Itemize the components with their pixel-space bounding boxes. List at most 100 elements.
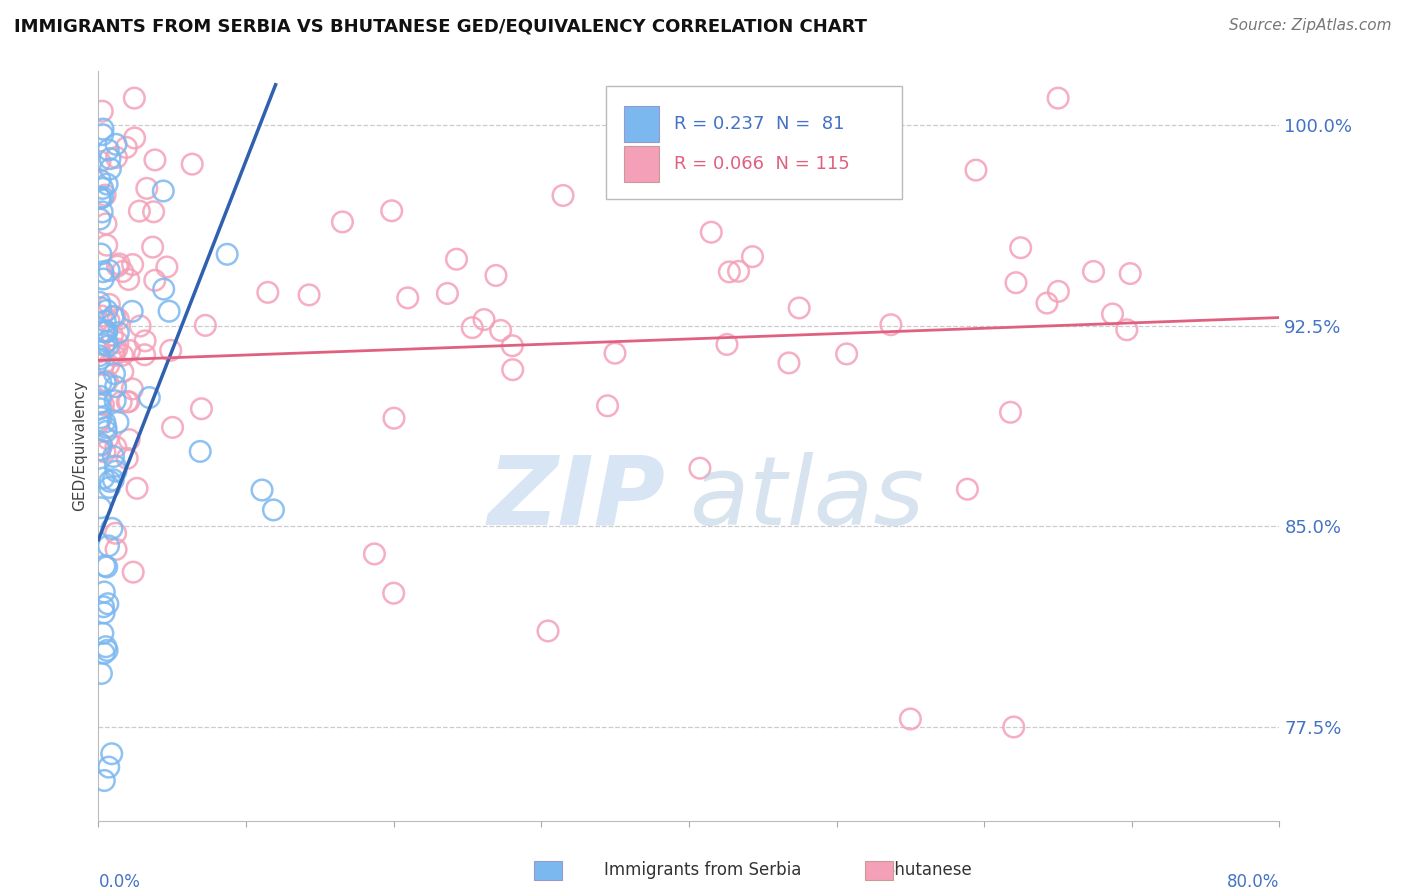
- Point: [138, 391, 160, 405]
- Point: [104, 459, 127, 474]
- Point: [104, 379, 127, 393]
- Point: [111, 365, 134, 379]
- Point: [96, 303, 118, 318]
- Point: [93, 599, 115, 614]
- Point: [396, 291, 419, 305]
- Point: [104, 137, 127, 152]
- Point: [134, 334, 156, 348]
- Point: [122, 565, 145, 579]
- Point: [97, 597, 120, 611]
- Point: [125, 481, 148, 495]
- Point: [98, 152, 121, 166]
- Point: [104, 440, 127, 454]
- Point: [91, 128, 114, 142]
- Point: [98, 263, 121, 277]
- Point: [121, 258, 143, 272]
- Point: [89, 401, 111, 416]
- Point: [103, 343, 125, 357]
- Point: [89, 416, 111, 430]
- Point: [104, 310, 127, 324]
- Point: [98, 475, 121, 489]
- Point: [97, 432, 120, 446]
- Point: [121, 304, 143, 318]
- Point: [778, 356, 800, 370]
- Point: [129, 319, 152, 334]
- Point: [93, 585, 115, 599]
- Point: [96, 374, 118, 388]
- Point: [93, 337, 115, 351]
- Point: [250, 483, 273, 497]
- Point: [94, 415, 117, 429]
- Point: [181, 157, 204, 171]
- Point: [485, 268, 508, 283]
- Point: [1047, 285, 1070, 299]
- Point: [96, 325, 118, 339]
- Point: [118, 394, 141, 409]
- Point: [159, 343, 181, 358]
- Point: [91, 181, 114, 195]
- Point: [1000, 405, 1022, 419]
- Point: [98, 480, 121, 494]
- Point: [124, 91, 146, 105]
- Point: [90, 438, 112, 452]
- Point: [93, 646, 115, 660]
- Point: [89, 351, 111, 366]
- Point: [124, 131, 146, 145]
- Point: [382, 586, 405, 600]
- Point: [90, 301, 112, 315]
- Point: [880, 318, 903, 332]
- Point: [89, 443, 111, 458]
- Point: [1119, 267, 1142, 281]
- Text: 0.0%: 0.0%: [98, 873, 141, 891]
- Text: IMMIGRANTS FROM SERBIA VS BHUTANESE GED/EQUIVALENCY CORRELATION CHART: IMMIGRANTS FROM SERBIA VS BHUTANESE GED/…: [14, 18, 868, 36]
- Point: [718, 265, 741, 279]
- Point: [98, 297, 121, 311]
- Point: [89, 212, 111, 227]
- Point: [89, 389, 111, 403]
- Point: [89, 349, 111, 363]
- Point: [93, 325, 115, 339]
- FancyBboxPatch shape: [606, 87, 901, 199]
- Point: [89, 344, 111, 359]
- Point: [298, 288, 321, 302]
- Point: [107, 335, 129, 350]
- Point: [94, 425, 117, 439]
- Point: [98, 314, 121, 328]
- Point: [93, 398, 115, 412]
- Point: [101, 521, 124, 535]
- Point: [93, 773, 115, 788]
- Point: [1002, 720, 1025, 734]
- Point: [94, 217, 117, 231]
- Point: [128, 204, 150, 219]
- Point: [94, 314, 117, 328]
- Point: [956, 482, 979, 496]
- Point: [900, 712, 922, 726]
- Point: [108, 257, 131, 271]
- Point: [90, 309, 112, 323]
- Point: [89, 191, 111, 205]
- Point: [101, 310, 124, 324]
- Point: [96, 643, 118, 657]
- Point: [91, 122, 114, 136]
- Point: [115, 140, 138, 154]
- Point: [190, 401, 212, 416]
- Point: [118, 343, 141, 358]
- Point: [93, 324, 115, 338]
- Point: [143, 153, 166, 167]
- Point: [111, 348, 134, 362]
- Point: [1005, 276, 1028, 290]
- Point: [382, 411, 405, 425]
- Point: [363, 547, 385, 561]
- Point: [115, 451, 138, 466]
- Point: [96, 238, 118, 252]
- Point: [472, 312, 495, 326]
- Text: R = 0.066  N = 115: R = 0.066 N = 115: [673, 154, 849, 172]
- Point: [135, 181, 157, 195]
- Point: [156, 260, 179, 274]
- Point: [105, 542, 128, 557]
- Point: [89, 154, 111, 169]
- Point: [104, 393, 127, 408]
- Point: [787, 301, 810, 315]
- Point: [217, 247, 239, 261]
- Point: [104, 526, 127, 541]
